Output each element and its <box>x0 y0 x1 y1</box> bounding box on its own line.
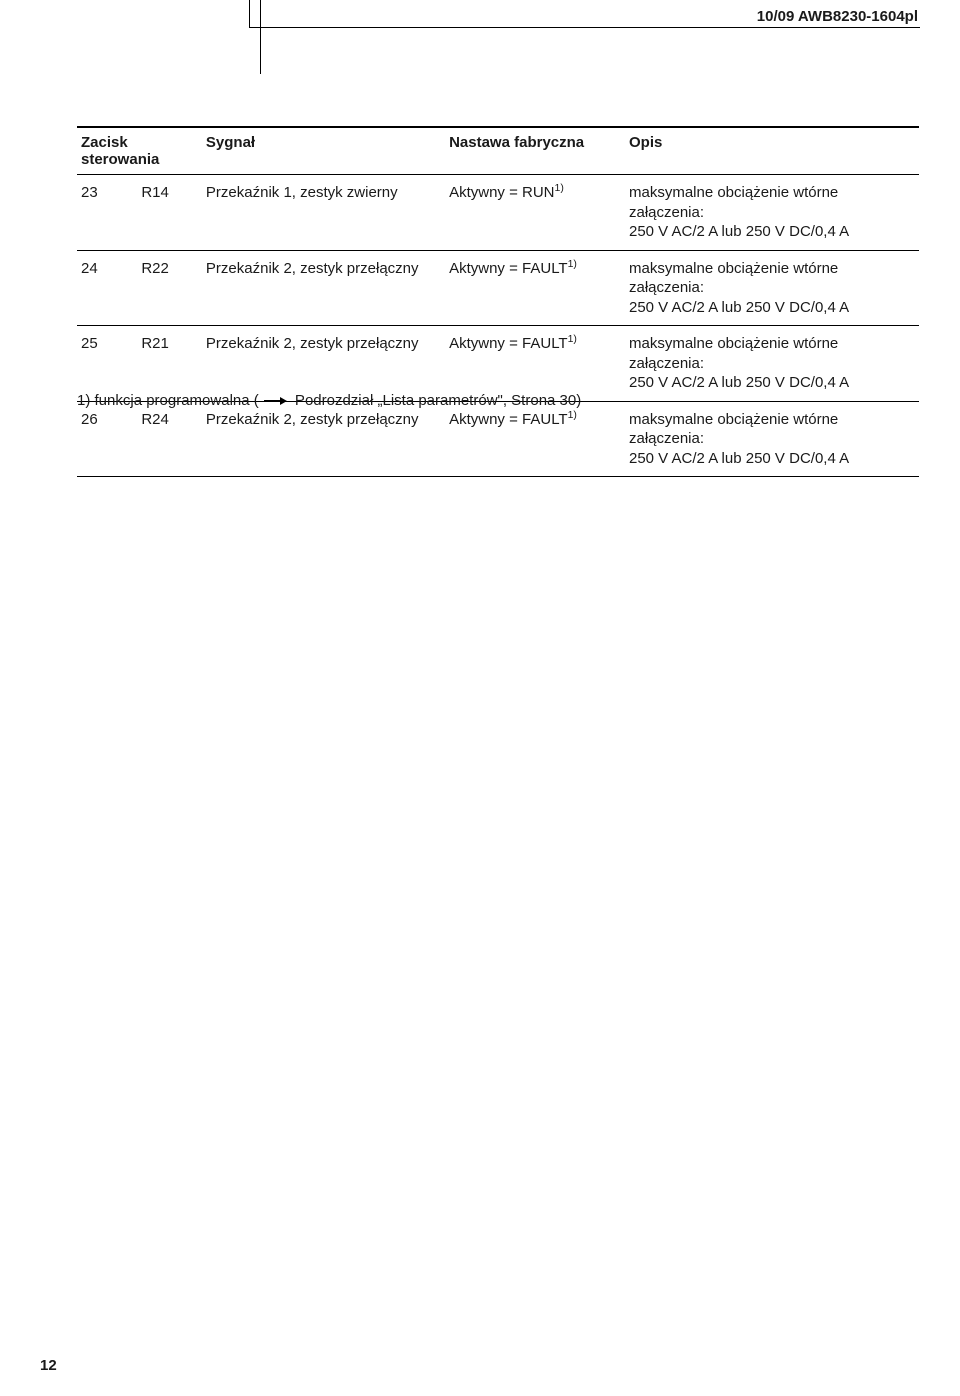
margin-vline-outer <box>249 0 250 28</box>
footnote-link: Podrozdział „Lista parametrów", Strona 3… <box>291 392 581 409</box>
cell-signal: R24 <box>137 401 202 477</box>
setting-sup: 1) <box>568 409 577 421</box>
note-line: 250 V AC/2 A lub 250 V DC/0,4 A <box>629 374 849 391</box>
col-header: Nastawa fabryczna <box>445 127 625 175</box>
cell-note: maksymalne obciążenie wtórne załączenia:… <box>625 401 919 477</box>
cell-terminal: 24 <box>77 250 137 326</box>
setting-sup: 1) <box>555 182 564 194</box>
control-terminal-table: Zacisk sterowania Sygnał Nastawa fabrycz… <box>77 126 919 477</box>
col-header: Zacisk sterowania <box>77 127 202 175</box>
cell-note: maksymalne obciążenie wtórne załączenia:… <box>625 175 919 251</box>
note-line: 250 V AC/2 A lub 250 V DC/0,4 A <box>629 223 849 240</box>
cell-note: maksymalne obciążenie wtórne załączenia:… <box>625 250 919 326</box>
cell-desc: Przekaźnik 2, zestyk przełączny <box>202 401 445 477</box>
note-line: 250 V AC/2 A lub 250 V DC/0,4 A <box>629 450 849 467</box>
table-row: 26 R24 Przekaźnik 2, zestyk przełączny A… <box>77 401 919 477</box>
setting-text: Aktywny = FAULT <box>449 411 568 428</box>
setting-text: Aktywny = FAULT <box>449 260 568 277</box>
page-number: 12 <box>40 1357 57 1374</box>
cell-setting: Aktywny = FAULT1) <box>445 326 625 402</box>
setting-text: Aktywny = FAULT <box>449 335 568 352</box>
arrow-right-icon <box>263 393 287 410</box>
cell-setting: Aktywny = RUN1) <box>445 175 625 251</box>
cell-terminal: 26 <box>77 401 137 477</box>
footnote: 1) funkcja programowalna ( Podrozdział „… <box>77 392 581 410</box>
cell-setting: Aktywny = FAULT1) <box>445 250 625 326</box>
setting-text: Aktywny = RUN <box>449 184 554 201</box>
margin-hline <box>249 27 920 28</box>
table-header-row: Zacisk sterowania Sygnał Nastawa fabrycz… <box>77 127 919 175</box>
table-row: 24 R22 Przekaźnik 2, zestyk przełączny A… <box>77 250 919 326</box>
col-header: Opis <box>625 127 919 175</box>
note-line: maksymalne obciążenie wtórne załączenia: <box>629 260 838 297</box>
cell-terminal: 23 <box>77 175 137 251</box>
document-id: 10/09 AWB8230-1604pl <box>757 8 918 25</box>
col-header: Sygnał <box>202 127 445 175</box>
page: 10/09 AWB8230-1604pl Zacisk sterowania S… <box>0 0 960 1396</box>
cell-signal: R22 <box>137 250 202 326</box>
note-line: 250 V AC/2 A lub 250 V DC/0,4 A <box>629 299 849 316</box>
setting-sup: 1) <box>568 333 577 345</box>
table-row: 25 R21 Przekaźnik 2, zestyk przełączny A… <box>77 326 919 402</box>
cell-desc: Przekaźnik 2, zestyk przełączny <box>202 326 445 402</box>
note-line: maksymalne obciążenie wtórne załączenia: <box>629 335 838 372</box>
cell-note: maksymalne obciążenie wtórne załączenia:… <box>625 326 919 402</box>
note-line: maksymalne obciążenie wtórne załączenia: <box>629 184 838 221</box>
cell-signal: R14 <box>137 175 202 251</box>
setting-sup: 1) <box>568 258 577 270</box>
cell-desc: Przekaźnik 1, zestyk zwierny <box>202 175 445 251</box>
margin-vline-inner <box>260 0 261 74</box>
cell-desc: Przekaźnik 2, zestyk przełączny <box>202 250 445 326</box>
cell-setting: Aktywny = FAULT1) <box>445 401 625 477</box>
note-line: maksymalne obciążenie wtórne załączenia: <box>629 411 838 448</box>
cell-signal: R21 <box>137 326 202 402</box>
footnote-prefix: 1) funkcja programowalna ( <box>77 392 259 409</box>
cell-terminal: 25 <box>77 326 137 402</box>
table-row: 23 R14 Przekaźnik 1, zestyk zwierny Akty… <box>77 175 919 251</box>
